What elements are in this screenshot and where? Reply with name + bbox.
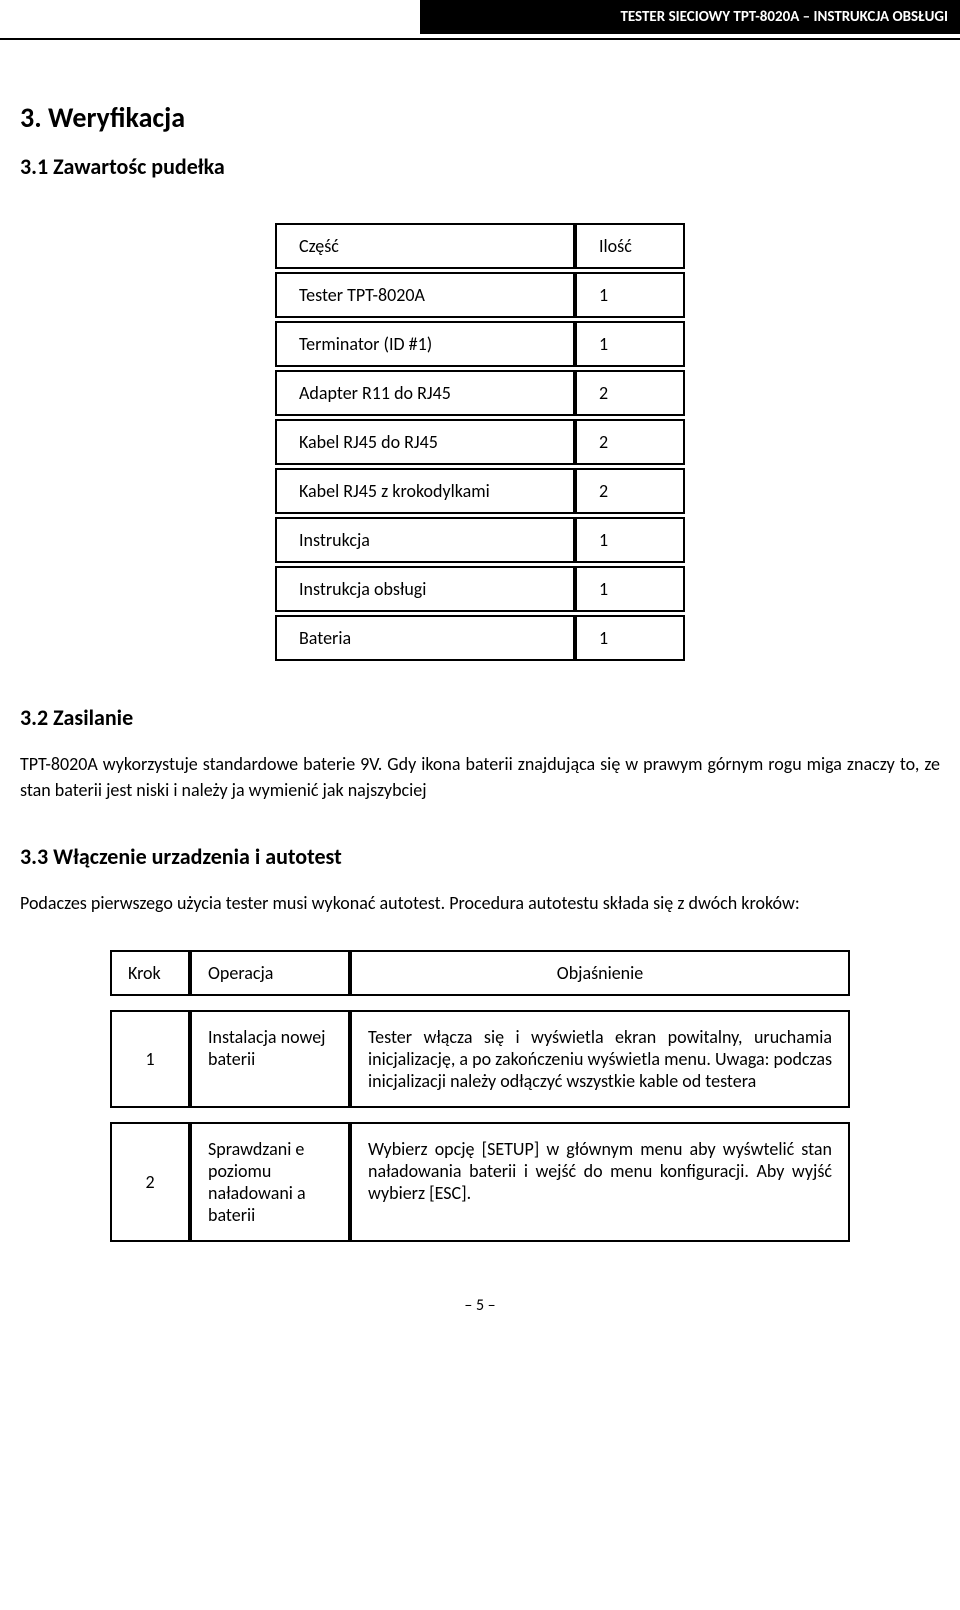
- table-cell: Kabel RJ45 z krokodylkami: [275, 468, 575, 514]
- table-cell: Adapter R11 do RJ45: [275, 370, 575, 416]
- table-cell: Wybierz opcję [SETUP] w głównym menu aby…: [350, 1122, 850, 1242]
- body-text: TPT-8020A wykorzystuje standardowe bater…: [20, 751, 940, 803]
- table-row: Kabel RJ45 z krokodylkami 2: [275, 468, 685, 514]
- table-cell: Instalacja nowej baterii: [190, 1010, 350, 1108]
- table-cell: Instrukcja: [275, 517, 575, 563]
- table-cell: Sprawdzani e poziomu naładowani a bateri…: [190, 1122, 350, 1242]
- table-header-operacja: Operacja: [190, 950, 350, 996]
- table-row: Tester TPT-8020A 1: [275, 272, 685, 318]
- table-cell: 1: [575, 615, 685, 661]
- table-cell: Bateria: [275, 615, 575, 661]
- section-heading: 3. Weryfikacja: [20, 100, 940, 135]
- table-header-krok: Krok: [110, 950, 190, 996]
- content: 3. Weryfikacja 3.1 Zawartośc pudełka Czę…: [0, 100, 960, 1345]
- table-cell: 1: [575, 272, 685, 318]
- table-cell: Kabel RJ45 do RJ45: [275, 419, 575, 465]
- subsection-heading-2: 3.2 Zasilanie: [20, 704, 940, 731]
- parts-table: Część Ilość Tester TPT-8020A 1 Terminato…: [275, 220, 685, 664]
- table-row: Bateria 1: [275, 615, 685, 661]
- table-cell: 2: [575, 370, 685, 416]
- steps-table: Krok Operacja Objaśnienie 1 Instalacja n…: [110, 936, 850, 1256]
- table-cell: 2: [575, 419, 685, 465]
- subsection-heading-1: 3.1 Zawartośc pudełka: [20, 153, 940, 180]
- table-row: Krok Operacja Objaśnienie: [110, 950, 850, 996]
- table-cell: Tester włącza się i wyświetla ekran powi…: [350, 1010, 850, 1108]
- table-row: Instrukcja obsługi 1: [275, 566, 685, 612]
- body-text: Podaczes pierwszego użycia tester musi w…: [20, 890, 940, 916]
- table-row: Instrukcja 1: [275, 517, 685, 563]
- table-row: Kabel RJ45 do RJ45 2: [275, 419, 685, 465]
- table-header-qty: Ilość: [575, 223, 685, 269]
- table-header-part: Część: [275, 223, 575, 269]
- table-row: 1 Instalacja nowej baterii Tester włącza…: [110, 1010, 850, 1108]
- table-cell: 1: [575, 566, 685, 612]
- table-cell: Instrukcja obsługi: [275, 566, 575, 612]
- table-cell: 1: [575, 321, 685, 367]
- table-cell: 1: [110, 1010, 190, 1108]
- table-row: 2 Sprawdzani e poziomu naładowani a bate…: [110, 1122, 850, 1242]
- subsection-heading-3: 3.3 Włączenie urzadzenia i autotest: [20, 843, 940, 870]
- table-row: Adapter R11 do RJ45 2: [275, 370, 685, 416]
- table-cell: Terminator (ID #1): [275, 321, 575, 367]
- table-cell: 2: [575, 468, 685, 514]
- table-cell: 1: [575, 517, 685, 563]
- table-row: Terminator (ID #1) 1: [275, 321, 685, 367]
- header-title: TESTER SIECIOWY TPT-8020A – INSTRUKCJA O…: [620, 8, 948, 26]
- table-cell: Tester TPT-8020A: [275, 272, 575, 318]
- page-number: – 5 –: [20, 1296, 940, 1345]
- header-bar: TESTER SIECIOWY TPT-8020A – INSTRUKCJA O…: [420, 0, 960, 34]
- table-header-objasnienie: Objaśnienie: [350, 950, 850, 996]
- header-underline: [0, 38, 960, 40]
- table-row: Część Ilość: [275, 223, 685, 269]
- table-cell: 2: [110, 1122, 190, 1242]
